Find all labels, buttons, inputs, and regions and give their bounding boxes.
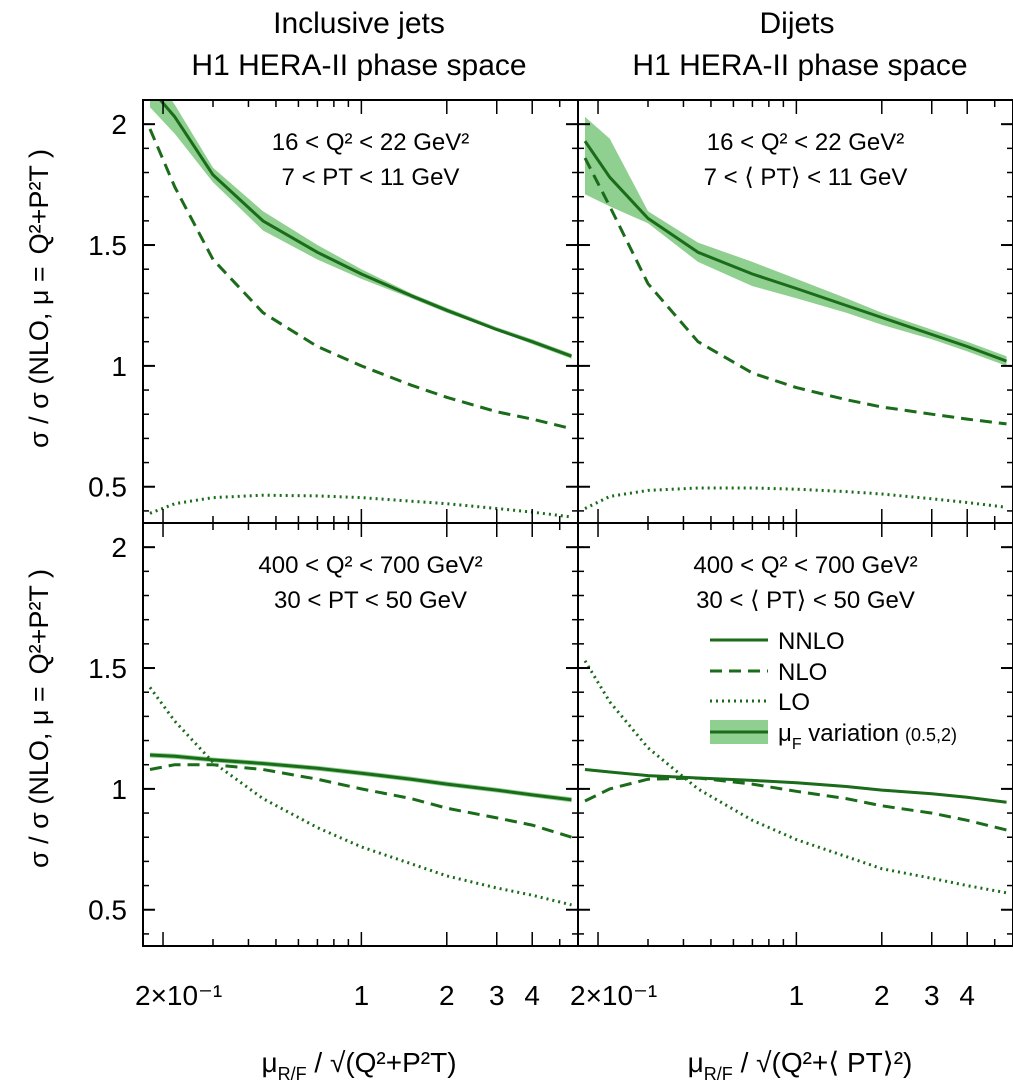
legend: NNLO NLO LO μF variation (0.5,2) [710,628,957,753]
panel-bottom-left: 0.5 1 1.5 2 2×10⁻¹ 1 2 3 4 400 < Q² < 700 GeV² 30 … [88,522,579,1011]
plot-area [148,686,572,907]
panel-top-left: 0.5 1 1.5 2 16 < Q² < 22 GeV² 7 < PT < 11 GeV [88,99,579,524]
panel-annotation-line1: 400 < Q² < 700 GeV² [258,552,482,579]
muf-variation-band [150,752,572,803]
col-title-left-line2: H1 HERA-II phase space [191,49,526,82]
ylabel-bottom-sqrt: Q²+P²T ) [24,569,54,674]
series-nlo-line [583,157,1007,426]
panel-annotation-line1: 400 < Q² < 700 GeV² [693,552,917,579]
plot-area [583,660,1007,895]
series-nnlo-line [583,140,1008,363]
series-nnlo-line [584,768,1007,804]
x-tick-label: 2×10⁻¹ [570,980,657,1011]
x-tick-label: 4 [959,980,975,1011]
svg-text:σ / σ (NLO, μ =Q²+P²T ): σ / σ (NLO, μ = Q²+P²T ) [24,149,54,448]
panel-annotation-line2: 30 < PT < 50 GeV [274,587,467,614]
y-tick-label: 0.5 [88,895,127,926]
series-nlo-line [148,128,572,431]
series-lo-line [148,686,572,907]
legend-lo-label: LO [778,689,810,716]
col-title-left-line1: Inclusive jets [273,7,445,40]
muf-variation-band [585,768,1007,804]
x-tick-label: 1 [354,980,370,1011]
xlabel-left-mu: μ [261,1047,277,1078]
legend-band-text: variation [802,720,899,747]
legend-nlo-label: NLO [778,659,827,686]
y-tick-label: 2 [111,109,127,140]
ylabel-bottom-text: σ / σ (NLO, μ = [24,686,54,868]
ylabel-top: σ / σ (NLO, μ = Q²+P²T ) [24,149,54,448]
ylabel-bottom: σ / σ (NLO, μ = Q²+P²T ) [24,569,54,868]
y-tick-label: 0.5 [88,472,127,503]
y-tick-label: 1.5 [88,653,127,684]
xlabel-right-sub: R/F [704,1064,733,1082]
series-nnlo-line [149,753,572,802]
xlabel-left: μR/F / √(Q²+P²T) [261,1047,456,1082]
panel-annotation-line2: 7 < PT < 11 GeV [282,164,460,191]
x-tick-label: 3 [924,980,940,1011]
legend-band-label: μF variation (0.5,2) [778,720,957,753]
series-nlo-line [149,763,572,839]
panel-annotation-line1: 16 < Q² < 22 GeV² [272,129,469,156]
muf-variation-band [585,116,1007,366]
legend-band-sub: F [792,736,802,753]
y-tick-label: 2 [111,532,127,563]
ylabel-top-text: σ / σ (NLO, μ = [24,266,54,448]
panel-annotation-line2: 30 < ⟨ PT⟩ < 50 GeV [696,587,915,614]
plot-area [148,100,573,519]
legend-band-range: (0.5,2) [905,725,957,745]
ylabel-top-sqrt: Q²+P²T ) [24,149,54,254]
series-lo-line [583,660,1007,895]
x-tick-label: 3 [489,980,505,1011]
series-lo-line [584,486,1007,510]
x-tick-label: 4 [524,980,540,1011]
plot-area [583,116,1008,510]
series-nlo-line [584,776,1007,832]
xlabel-right-rest: / √(Q²+⟨ PT⟩²) [733,1047,913,1078]
legend-band-mu: μ [778,720,792,747]
panel-top-right: 16 < Q² < 22 GeV² 7 < ⟨ PT⟩ < 11 GeV [577,99,1013,524]
series-lo-line [149,493,572,519]
y-tick-label: 1 [111,774,127,805]
svg-text:σ / σ (NLO, μ =Q²+P²T ): σ / σ (NLO, μ = Q²+P²T ) [24,569,54,868]
x-tick-label: 2×10⁻¹ [135,980,222,1011]
series-nnlo-line [158,100,573,358]
col-title-right-line2: H1 HERA-II phase space [632,49,967,82]
panel-annotation-line2: 7 < ⟨ PT⟩ < 11 GeV [704,164,908,191]
legend-nnlo-label: NNLO [778,628,845,655]
x-tick-label: 1 [789,980,805,1011]
panel-bottom-right: 2×10⁻¹ 1 2 3 4 400 < Q² < 700 GeV² 30 < ⟨ PT⟩ … [570,522,1013,1011]
xlabel-right-mu: μ [688,1047,704,1078]
y-tick-label: 1.5 [88,230,127,261]
xlabel-left-rest: / √(Q²+P²T) [307,1047,457,1078]
panel-annotation-line1: 16 < Q² < 22 GeV² [707,129,904,156]
xlabel-right: μR/F / √(Q²+⟨ PT⟩²) [688,1047,913,1082]
x-tick-label: 2 [874,980,890,1011]
x-tick-label: 2 [439,980,455,1011]
panel-frame [577,522,1013,947]
col-title-right-line1: Dijets [759,7,834,40]
y-tick-label: 1 [111,351,127,382]
xlabel-left-sub: R/F [278,1064,307,1082]
